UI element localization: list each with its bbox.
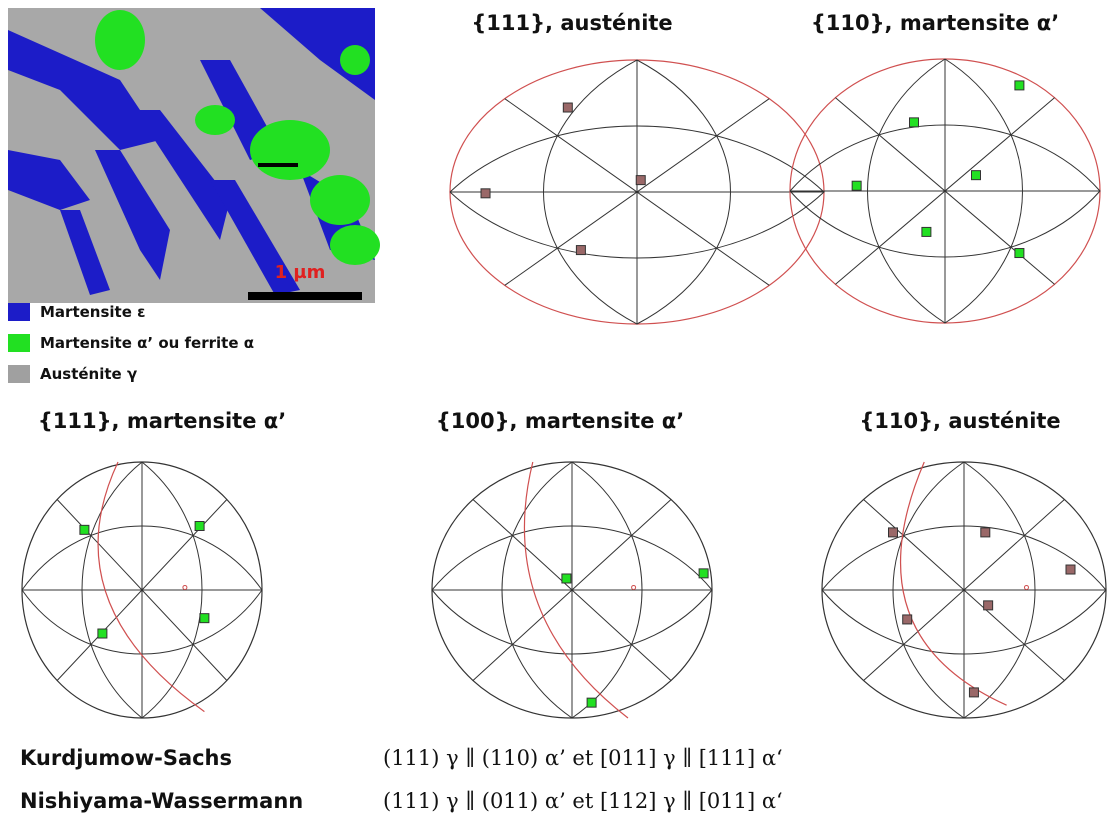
great-circle [822, 526, 1106, 654]
pole-figure-title: {110}, martensite α’ [811, 11, 1059, 35]
pole [980, 527, 991, 538]
stereogram [450, 60, 824, 324]
pole [983, 600, 994, 611]
great-circle [22, 526, 262, 654]
pole-figure-title: {111}, martensite α’ [38, 409, 286, 433]
pole [79, 524, 90, 535]
scale-label: 1 µm [275, 262, 326, 283]
pole-figure-title: {111}, austénite [471, 11, 672, 35]
legend-label: Martensite ε [40, 303, 145, 321]
pole-figure-title: {100}, martensite α’ [436, 409, 684, 433]
great-circle [82, 462, 202, 718]
legend-swatch [8, 334, 30, 352]
diagonal [473, 499, 671, 680]
alpha-phase [95, 10, 380, 265]
stereogram [432, 462, 712, 718]
pole [194, 521, 205, 531]
pole [586, 697, 597, 708]
diagonal [505, 99, 769, 286]
stereogram [22, 462, 262, 718]
legend-label: Austénite γ [40, 365, 137, 383]
great-circle [868, 59, 1023, 323]
stereogram [822, 462, 1106, 718]
pole [1014, 80, 1025, 91]
great-circle [450, 126, 824, 258]
trace-arc [901, 462, 1007, 705]
relation-formula: (111) γ ∥ (110) α’ et [011] γ ∥ [111] α‘ [383, 746, 783, 770]
pole [888, 527, 898, 538]
great-circle [502, 462, 642, 718]
pole [562, 102, 573, 113]
pole [698, 568, 709, 579]
pole-figure-title: {110}, austénite [859, 409, 1060, 433]
pole [575, 245, 586, 256]
pole [199, 613, 210, 624]
pole [1065, 564, 1076, 575]
pole [97, 628, 108, 639]
stereogram [790, 59, 1100, 323]
pole [921, 226, 932, 237]
pole [635, 175, 646, 186]
relation-name: Kurdjumow-Sachs [20, 746, 232, 770]
legend: Martensite ε Martensite α’ ou ferrite α Au… [8, 303, 254, 383]
pole [971, 170, 981, 181]
diagonal [864, 499, 1065, 680]
trace-arc [98, 462, 204, 712]
center-dot [1023, 584, 1029, 590]
center-dot [182, 584, 188, 590]
center-dot [631, 584, 637, 590]
legend-swatch [8, 303, 30, 321]
pole [1014, 248, 1025, 259]
marker [258, 163, 298, 167]
pole [851, 180, 862, 191]
pole [480, 188, 491, 199]
legend-swatch [8, 365, 30, 383]
pole [909, 117, 919, 128]
diagonal [835, 98, 1054, 285]
relations: Kurdjumow-Sachs (111) γ ∥ (110) α’ et [0… [20, 746, 783, 813]
great-circle [790, 125, 1100, 257]
relation-name: Nishiyama-Wassermann [20, 789, 303, 813]
great-circle [432, 526, 712, 654]
pole [561, 573, 572, 584]
trace-arc [524, 462, 628, 718]
relation-formula: (111) γ ∥ (011) α’ et [112] γ ∥ [011] α‘ [383, 789, 783, 813]
legend-label: Martensite α’ ou ferrite α [40, 334, 254, 352]
great-circle [544, 60, 731, 324]
pole [902, 614, 913, 625]
micrograph: 1 µm [8, 8, 380, 303]
pole-figures: {111}, austénite {110}, martensite α’ {111… [22, 11, 1106, 718]
scale-bar [248, 292, 362, 300]
pole [968, 687, 979, 698]
